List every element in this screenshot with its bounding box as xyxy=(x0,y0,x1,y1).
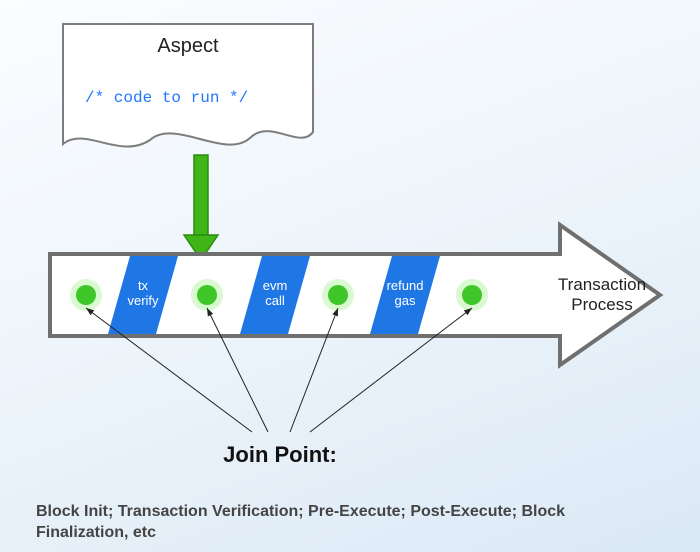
aspect-code: /* code to run */ xyxy=(85,89,248,107)
footer-description: Block Init; Transaction Verification; Pr… xyxy=(36,502,656,544)
injection-arrow xyxy=(184,155,218,260)
join-point xyxy=(191,279,223,311)
stage-label: verify xyxy=(127,293,159,308)
join-point xyxy=(70,279,102,311)
join-point xyxy=(322,279,354,311)
stage-label: evm xyxy=(263,278,288,293)
stage-label: refund xyxy=(387,278,424,293)
join-point xyxy=(456,279,488,311)
stage-label: gas xyxy=(395,293,416,308)
process-arrow-label: Transaction xyxy=(558,275,646,294)
join-point-title: Join Point: xyxy=(223,442,337,467)
aspect-box: Aspect /* code to run */ xyxy=(63,24,313,147)
stage-label: tx xyxy=(138,278,149,293)
stage-label: call xyxy=(265,293,285,308)
process-arrow-label: Process xyxy=(571,295,632,314)
aspect-title: Aspect xyxy=(157,35,219,57)
